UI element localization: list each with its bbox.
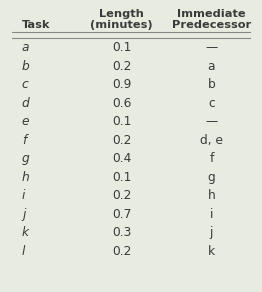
Text: g: g [208, 171, 215, 184]
Text: e: e [22, 115, 29, 128]
Text: 0.2: 0.2 [112, 189, 132, 202]
Text: —: — [205, 41, 217, 54]
Text: i: i [210, 208, 213, 221]
Text: h: h [208, 189, 215, 202]
Text: 0.2: 0.2 [112, 245, 132, 258]
Text: Task: Task [22, 20, 50, 30]
Text: j: j [22, 208, 25, 221]
Text: i: i [22, 189, 25, 202]
Text: 0.1: 0.1 [112, 115, 132, 128]
Text: g: g [22, 152, 30, 165]
Text: 0.4: 0.4 [112, 152, 132, 165]
Text: c: c [22, 78, 29, 91]
Text: a: a [22, 41, 29, 54]
Text: k: k [208, 245, 215, 258]
Text: 0.7: 0.7 [112, 208, 132, 221]
Text: 0.6: 0.6 [112, 97, 132, 110]
Text: b: b [208, 78, 215, 91]
Text: 0.9: 0.9 [112, 78, 132, 91]
Text: 0.1: 0.1 [112, 41, 132, 54]
Text: 0.3: 0.3 [112, 226, 132, 239]
Text: j: j [210, 226, 213, 239]
Text: Immediate
Predecessor: Immediate Predecessor [172, 9, 251, 30]
Text: b: b [22, 60, 30, 73]
Text: f: f [22, 134, 26, 147]
Text: d: d [22, 97, 30, 110]
Text: k: k [22, 226, 29, 239]
Text: l: l [22, 245, 25, 258]
Text: c: c [208, 97, 215, 110]
Text: 0.1: 0.1 [112, 171, 132, 184]
Text: 0.2: 0.2 [112, 134, 132, 147]
Text: d, e: d, e [200, 134, 223, 147]
Text: —: — [205, 115, 217, 128]
Text: 0.2: 0.2 [112, 60, 132, 73]
Text: Length
(minutes): Length (minutes) [90, 9, 153, 30]
Text: h: h [22, 171, 30, 184]
Text: a: a [208, 60, 215, 73]
Text: f: f [209, 152, 214, 165]
